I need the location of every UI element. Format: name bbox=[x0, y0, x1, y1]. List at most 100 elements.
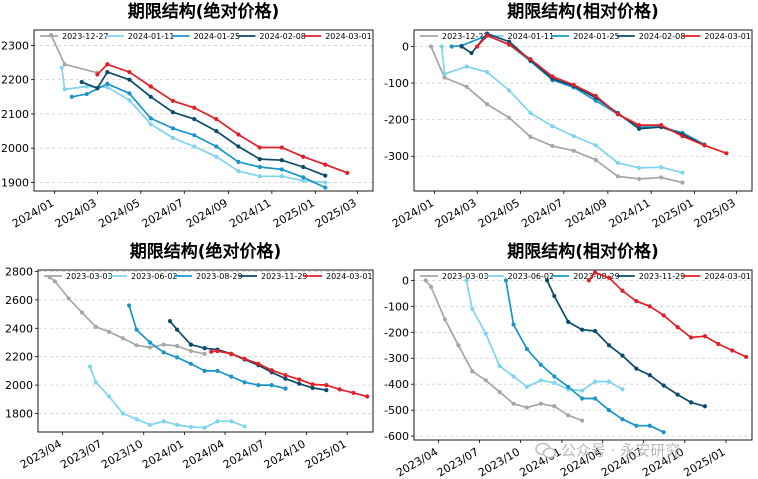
plot-frame bbox=[37, 269, 374, 433]
series-line bbox=[49, 276, 205, 355]
chart-title: 期限结构(绝对价格) bbox=[128, 1, 280, 22]
y-tick-label: 1800 bbox=[5, 408, 33, 421]
x-tick-label: 2024/11 bbox=[227, 196, 273, 230]
data-point bbox=[511, 322, 516, 327]
series-2024-03-01 bbox=[209, 348, 370, 399]
data-point bbox=[620, 353, 625, 358]
data-point bbox=[134, 343, 139, 348]
data-point bbox=[566, 319, 571, 325]
data-point bbox=[680, 170, 685, 175]
data-point bbox=[593, 143, 598, 148]
data-point bbox=[79, 79, 84, 85]
series-2024-03-01 bbox=[475, 33, 729, 156]
data-point bbox=[724, 151, 729, 156]
data-point bbox=[507, 39, 512, 44]
data-point bbox=[301, 164, 306, 170]
data-point bbox=[580, 388, 585, 393]
legend-label: 2023-12-27 bbox=[62, 32, 109, 41]
data-point bbox=[95, 86, 100, 91]
data-point bbox=[106, 329, 112, 334]
data-point bbox=[538, 362, 543, 367]
y-tick-label: 2000 bbox=[1, 142, 29, 155]
data-point bbox=[423, 278, 428, 283]
data-point bbox=[127, 70, 132, 75]
data-point bbox=[52, 279, 57, 284]
data-point bbox=[170, 110, 175, 115]
series-line bbox=[96, 63, 348, 174]
series-line bbox=[546, 280, 706, 408]
watermark-text: 公众号 · 永安研究 bbox=[561, 441, 681, 460]
data-point bbox=[279, 174, 284, 179]
chart-panel-2: 期限结构(相对价格)0-100-200-3002024/012024/03202… bbox=[384, 1, 753, 230]
x-tick-label: 2023/04 bbox=[18, 437, 64, 471]
data-point bbox=[324, 383, 329, 388]
data-point bbox=[571, 148, 576, 153]
plot-frame bbox=[413, 29, 753, 192]
data-point bbox=[174, 327, 180, 332]
data-point bbox=[606, 275, 612, 280]
data-point bbox=[552, 404, 557, 409]
legend: 2023-03-03 2023-06-02 2023-08-29 2023-11-29… bbox=[420, 272, 751, 281]
data-point bbox=[323, 185, 328, 190]
x-tick-label: 2024/11 bbox=[607, 196, 653, 230]
data-point bbox=[634, 423, 639, 428]
data-point bbox=[483, 331, 488, 336]
data-point bbox=[442, 317, 448, 322]
data-point bbox=[283, 386, 288, 391]
legend-label: 2023-03-03 bbox=[66, 272, 113, 281]
data-point bbox=[170, 126, 175, 131]
data-point bbox=[215, 419, 220, 424]
data-point bbox=[680, 134, 685, 139]
data-point bbox=[507, 42, 512, 47]
data-point bbox=[62, 87, 67, 92]
data-point bbox=[636, 126, 642, 131]
y-tick-label: 2800 bbox=[5, 265, 33, 278]
data-point bbox=[79, 310, 85, 315]
data-point bbox=[351, 390, 356, 396]
series-line bbox=[425, 279, 583, 422]
data-point bbox=[464, 84, 469, 89]
data-point bbox=[428, 284, 434, 289]
data-point bbox=[593, 93, 598, 98]
data-point bbox=[202, 346, 207, 351]
data-point bbox=[552, 380, 557, 386]
data-point bbox=[202, 368, 207, 373]
data-point bbox=[134, 327, 139, 332]
data-point bbox=[552, 374, 557, 379]
data-point bbox=[449, 44, 454, 49]
data-point bbox=[647, 423, 652, 428]
x-tick-label: 2025/03 bbox=[692, 196, 738, 230]
data-point bbox=[503, 278, 508, 283]
series-2023-11-29 bbox=[545, 278, 708, 409]
data-point bbox=[485, 33, 490, 38]
x-tick-label: 2025/03 bbox=[313, 196, 359, 230]
legend: 2023-12-27 2024-01-11 2024-01-25 2024-02-08… bbox=[40, 32, 372, 41]
data-point bbox=[229, 351, 234, 356]
data-point bbox=[593, 157, 598, 162]
y-tick-label: 2200 bbox=[5, 351, 33, 364]
data-point bbox=[257, 174, 262, 179]
data-point bbox=[279, 158, 284, 163]
series-2024-01-11 bbox=[59, 65, 328, 185]
legend-label: 2023-06-02 bbox=[131, 272, 178, 281]
data-point bbox=[323, 173, 328, 178]
data-point bbox=[188, 348, 193, 354]
series-2023-03-03 bbox=[423, 278, 585, 423]
data-point bbox=[659, 123, 664, 128]
x-tick-label: 2024/05 bbox=[476, 196, 522, 230]
data-point bbox=[470, 369, 475, 374]
series-line bbox=[211, 350, 368, 398]
data-point bbox=[87, 364, 93, 369]
data-point bbox=[571, 134, 576, 139]
data-point bbox=[647, 304, 652, 309]
data-point bbox=[702, 334, 708, 339]
data-point bbox=[524, 405, 530, 410]
x-tick-label: 2024/09 bbox=[563, 196, 609, 230]
data-point bbox=[323, 180, 328, 185]
data-point bbox=[511, 401, 516, 406]
data-point bbox=[524, 384, 530, 389]
data-point bbox=[620, 288, 625, 293]
data-point bbox=[147, 345, 153, 350]
data-point bbox=[485, 102, 490, 107]
data-point bbox=[209, 349, 214, 354]
